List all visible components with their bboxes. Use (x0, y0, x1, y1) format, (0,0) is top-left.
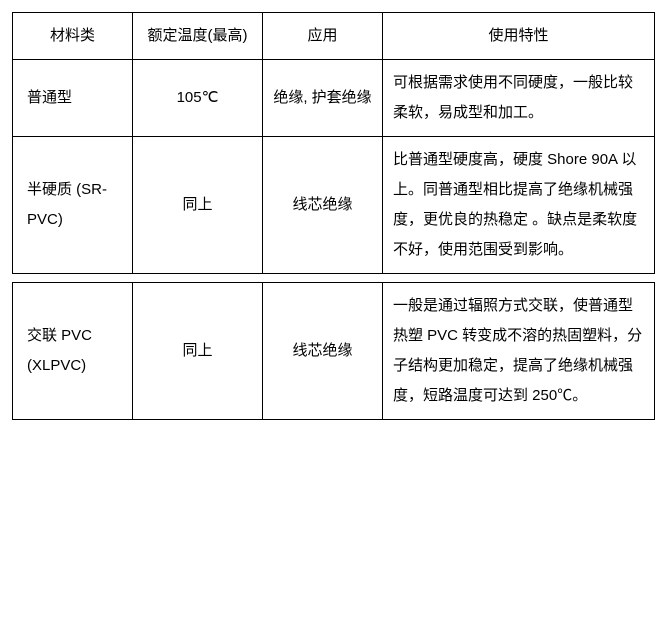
table-row: 半硬质 (SR-PVC) 同上 线芯绝缘 比普通型硬度高，硬度 Shore 90… (13, 137, 655, 274)
cell-temp: 105℃ (133, 60, 263, 137)
cell-material: 普通型 (13, 60, 133, 137)
table-row: 交联 PVC (XLPVC) 同上 线芯绝缘 一般是通过辐照方式交联，使普通型热… (13, 283, 655, 420)
cell-characteristics: 可根据需求使用不同硬度，一般比较柔软，易成型和加工。 (383, 60, 655, 137)
cell-material: 交联 PVC (XLPVC) (13, 283, 133, 420)
cell-application: 绝缘, 护套绝缘 (263, 60, 383, 137)
cell-application: 线芯绝缘 (263, 137, 383, 274)
col-header-temp: 额定温度(最高) (133, 13, 263, 60)
col-header-characteristics: 使用特性 (383, 13, 655, 60)
col-header-application: 应用 (263, 13, 383, 60)
materials-table-1: 材料类 额定温度(最高) 应用 使用特性 普通型 105℃ 绝缘, 护套绝缘 可… (12, 12, 655, 274)
table-header-row: 材料类 额定温度(最高) 应用 使用特性 (13, 13, 655, 60)
cell-temp: 同上 (133, 137, 263, 274)
cell-characteristics: 一般是通过辐照方式交联，使普通型热塑 PVC 转变成不溶的热固塑料，分子结构更加… (383, 283, 655, 420)
cell-application: 线芯绝缘 (263, 283, 383, 420)
materials-table-2: 交联 PVC (XLPVC) 同上 线芯绝缘 一般是通过辐照方式交联，使普通型热… (12, 282, 655, 420)
cell-material: 半硬质 (SR-PVC) (13, 137, 133, 274)
col-header-material: 材料类 (13, 13, 133, 60)
cell-temp: 同上 (133, 283, 263, 420)
table-row: 普通型 105℃ 绝缘, 护套绝缘 可根据需求使用不同硬度，一般比较柔软，易成型… (13, 60, 655, 137)
cell-characteristics: 比普通型硬度高，硬度 Shore 90A 以上。同普通型相比提高了绝缘机械强度，… (383, 137, 655, 274)
